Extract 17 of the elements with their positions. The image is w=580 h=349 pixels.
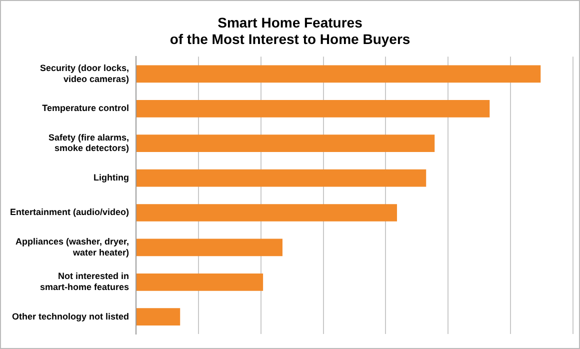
- y-tick-label: Lighting: [94, 172, 130, 183]
- y-tick-label: Appliances (washer, dryer, water heater): [15, 236, 130, 258]
- y-tick-label: Entertainment (audio/video): [10, 207, 130, 218]
- bar: [136, 169, 426, 187]
- bar: [136, 238, 282, 256]
- bar: [136, 273, 264, 291]
- bar: [136, 134, 435, 152]
- bar: [136, 65, 541, 83]
- bar: [136, 308, 180, 326]
- bar: [136, 204, 397, 222]
- y-tick-label: Safety (fire alarms, smoke detectors): [48, 132, 130, 154]
- y-tick-label: Not interested in smart-home features: [40, 271, 130, 292]
- y-tick-label: Temperature control: [42, 103, 130, 114]
- y-tick-label: Other technology not listed: [12, 311, 130, 322]
- y-tick-label: Security (door locks, video cameras): [40, 63, 130, 84]
- chart-title: Smart Home Features of the Most Interest to Home Buyers: [170, 14, 410, 48]
- bar: [136, 100, 490, 118]
